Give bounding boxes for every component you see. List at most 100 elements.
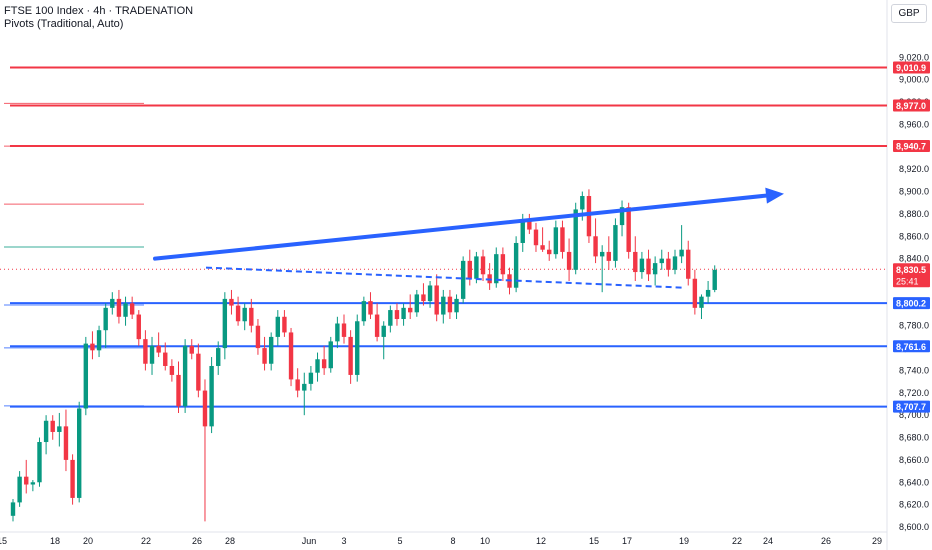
- candle-body: [374, 314, 380, 337]
- chart-title: FTSE 100 Index · 4h · TRADENATION: [4, 5, 194, 17]
- forecast-arrow-shaft: [153, 193, 769, 261]
- candle-body: [566, 251, 572, 270]
- candle-body: [288, 332, 294, 380]
- candle-body: [408, 307, 413, 313]
- candle-body: [149, 345, 155, 364]
- candle-body: [242, 307, 247, 322]
- candle-body: [90, 343, 95, 351]
- y-tick-label: 8,640.0: [899, 477, 929, 487]
- candle-body: [321, 359, 327, 369]
- price-label-text: 9,010.9: [896, 63, 926, 73]
- candle-body: [295, 379, 300, 391]
- candle-body: [282, 316, 287, 333]
- candle-body: [189, 345, 194, 354]
- candle-body: [176, 374, 181, 407]
- candle-body: [434, 285, 439, 315]
- candle-body: [123, 303, 128, 317]
- price-label-text: 8,830.5: [896, 265, 926, 275]
- candle-body: [394, 310, 400, 320]
- candle-body: [163, 352, 168, 366]
- candle-body: [679, 249, 684, 257]
- candle-body: [24, 476, 29, 485]
- candle-body: [70, 459, 75, 498]
- candle-body: [460, 260, 466, 299]
- price-label-box: [893, 400, 930, 413]
- y-tick-label: 8,600.0: [899, 522, 929, 532]
- y-tick-label: 8,960.0: [899, 119, 929, 129]
- candle-body: [388, 310, 393, 326]
- y-tick-label: 8,620.0: [899, 500, 929, 510]
- y-tick-label: 8,720.0: [899, 388, 929, 398]
- candle-body: [77, 408, 82, 498]
- price-label-text: 8,707.7: [896, 402, 926, 412]
- indicator-label: Pivots (Traditional, Auto): [4, 18, 124, 30]
- candle-body: [712, 269, 717, 290]
- candle-body: [255, 325, 261, 349]
- candle-body: [619, 207, 625, 226]
- candle-body: [335, 323, 340, 342]
- x-tick-label: 3: [341, 536, 346, 546]
- candle-body: [686, 249, 691, 279]
- x-tick-label: 15: [589, 536, 599, 546]
- candle-body: [639, 258, 645, 273]
- candle-body: [341, 323, 347, 337]
- candle-body: [156, 345, 161, 353]
- candle-body: [547, 249, 552, 255]
- candle-body: [606, 251, 611, 261]
- candle-body: [196, 353, 201, 391]
- trendline: [205, 266, 685, 289]
- candle-body: [136, 314, 141, 340]
- forecast-arrow-head: [765, 187, 784, 204]
- y-tick-label: 9,000.0: [899, 75, 929, 85]
- price-label-box: [893, 340, 930, 353]
- candle-body: [361, 301, 367, 322]
- x-tick-label: 5: [397, 536, 402, 546]
- y-tick-label: 8,680.0: [899, 433, 929, 443]
- candle-body: [480, 256, 486, 275]
- x-tick-label: 15: [0, 536, 7, 546]
- price-label-box: [893, 61, 930, 74]
- candle-body: [527, 220, 532, 230]
- candle-body: [229, 298, 234, 306]
- candle-body: [37, 442, 42, 483]
- x-tick-label: 8: [450, 536, 455, 546]
- countdown-label: 25:41: [896, 276, 919, 286]
- currency-button[interactable]: GBP: [891, 4, 927, 23]
- x-tick-label: 28: [225, 536, 235, 546]
- candle-body: [249, 307, 254, 326]
- candle-body: [652, 263, 658, 275]
- x-tick-label: 12: [536, 536, 546, 546]
- candle-body: [586, 196, 592, 237]
- candle-body: [355, 321, 360, 375]
- x-tick-label: 17: [622, 536, 632, 546]
- candle-body: [368, 301, 373, 315]
- candle-body: [43, 420, 49, 443]
- candle-body: [216, 348, 221, 366]
- x-tick-label: 22: [141, 536, 151, 546]
- price-label-box: [893, 140, 930, 153]
- candle-body: [646, 258, 651, 275]
- candle-body: [202, 390, 208, 427]
- candle-body: [672, 256, 678, 270]
- candle-body: [169, 365, 175, 375]
- candle-body: [441, 296, 446, 315]
- candle-body: [533, 229, 539, 246]
- candle-body: [308, 372, 314, 384]
- candle-body: [500, 254, 506, 275]
- x-tick-label: 26: [192, 536, 202, 546]
- price-label-text: 8,800.2: [896, 299, 926, 309]
- candle-body: [10, 502, 16, 516]
- y-tick-label: 8,740.0: [899, 365, 929, 375]
- candle-body: [401, 307, 406, 320]
- candle-body: [553, 227, 559, 255]
- price-label-box: [893, 263, 930, 288]
- candle-body: [666, 258, 671, 270]
- candle-body: [692, 278, 698, 308]
- candle-body: [348, 336, 353, 375]
- candle-body: [421, 294, 426, 302]
- y-tick-label: 8,780.0: [899, 321, 929, 331]
- candle-body: [182, 345, 188, 407]
- candle-body: [315, 359, 320, 373]
